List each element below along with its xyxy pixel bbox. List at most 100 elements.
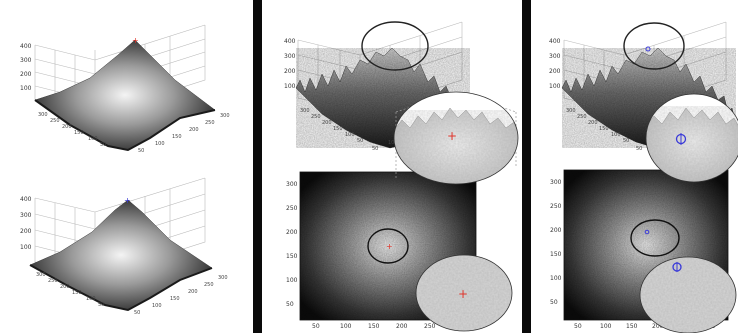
svg-text:200: 200 xyxy=(62,124,72,130)
svg-text:200: 200 xyxy=(286,229,298,236)
svg-text:50: 50 xyxy=(98,302,104,308)
svg-text:300: 300 xyxy=(36,272,46,278)
svg-text:200: 200 xyxy=(20,71,32,78)
svg-text:250: 250 xyxy=(204,282,214,288)
svg-text:50: 50 xyxy=(550,299,558,306)
svg-text:250: 250 xyxy=(50,118,60,124)
svg-text:250: 250 xyxy=(424,323,436,330)
z-axis-ticks: 400 300 200 100 xyxy=(20,196,32,251)
svg-text:150: 150 xyxy=(72,290,82,296)
svg-text:400: 400 xyxy=(20,196,32,203)
peak-marker-blue-circle xyxy=(644,229,650,235)
svg-text:250: 250 xyxy=(550,203,562,210)
divider-bar-right xyxy=(522,0,531,333)
svg-text:300: 300 xyxy=(220,113,230,119)
svg-text:50: 50 xyxy=(286,301,294,308)
peak-marker-red-plus: + xyxy=(447,129,457,143)
svg-text:50: 50 xyxy=(574,323,582,330)
surface-smooth xyxy=(34,39,216,151)
surface-plot-smooth-top: + 400 300 200 100 300 250 200 150 100 50… xyxy=(20,24,230,154)
svg-text:200: 200 xyxy=(652,323,664,330)
svg-text:100: 100 xyxy=(611,132,621,138)
svg-text:200: 200 xyxy=(189,127,199,133)
svg-text:100: 100 xyxy=(86,296,96,302)
z-axis-ticks: 400 300 200 100 xyxy=(549,38,561,90)
zoom-inset-3d-middle: + xyxy=(393,91,519,185)
svg-text:400: 400 xyxy=(284,38,296,45)
svg-text:50: 50 xyxy=(312,323,320,330)
svg-text:50: 50 xyxy=(357,138,363,144)
svg-text:100: 100 xyxy=(20,244,32,251)
svg-text:100: 100 xyxy=(600,323,612,330)
zoom-inset-3d-right xyxy=(645,93,738,183)
svg-text:200: 200 xyxy=(396,323,408,330)
svg-text:50: 50 xyxy=(138,148,144,154)
svg-text:400: 400 xyxy=(20,43,32,50)
svg-text:300: 300 xyxy=(286,181,298,188)
svg-text:100: 100 xyxy=(340,323,352,330)
svg-text:150: 150 xyxy=(286,253,298,260)
svg-text:100: 100 xyxy=(550,275,562,282)
svg-text:150: 150 xyxy=(170,296,180,302)
svg-text:300: 300 xyxy=(20,212,32,219)
svg-text:250: 250 xyxy=(205,120,215,126)
zoom-region-circle xyxy=(361,21,429,71)
z-axis-ticks: 400 300 200 100 xyxy=(20,43,32,92)
zoom-inset-surface xyxy=(646,94,738,182)
svg-text:100: 100 xyxy=(20,85,32,92)
svg-text:150: 150 xyxy=(368,323,380,330)
heatmap-frame xyxy=(299,171,477,321)
svg-text:50: 50 xyxy=(134,310,140,316)
zoom-inset-texture xyxy=(640,257,736,333)
svg-text:300: 300 xyxy=(218,275,228,281)
svg-text:100: 100 xyxy=(88,136,98,142)
y-axis-ticks: 50 100 150 200 250 300 xyxy=(138,113,230,154)
svg-text:300: 300 xyxy=(566,108,576,114)
svg-text:100: 100 xyxy=(549,83,561,90)
svg-text:300: 300 xyxy=(300,108,310,114)
svg-text:200: 200 xyxy=(550,227,562,234)
svg-text:100: 100 xyxy=(286,277,298,284)
peak-marker-blue-plus: + xyxy=(124,196,131,205)
y-axis-ticks: 300 250 200 150 100 50 xyxy=(286,181,298,308)
plot-box-grid xyxy=(34,177,206,278)
zoom-inset-surface xyxy=(394,92,518,184)
svg-text:300: 300 xyxy=(38,112,48,118)
svg-text:100: 100 xyxy=(345,132,355,138)
svg-text:50: 50 xyxy=(100,142,106,148)
svg-text:150: 150 xyxy=(626,323,638,330)
zoom-region-circle xyxy=(623,22,685,70)
heatmap-frame xyxy=(563,169,729,321)
zoom-inset-2d-middle: + xyxy=(415,254,513,332)
x-axis-ticks: 300 250 200 150 100 50 xyxy=(38,112,106,148)
x-axis-ticks: 300 250 200 150 100 50 xyxy=(566,108,629,144)
z-axis-ticks: 400 300 200 100 xyxy=(284,38,296,90)
svg-text:150: 150 xyxy=(599,126,609,132)
peak-marker-blue-circle xyxy=(645,46,651,52)
y-axis-ticks: 300 250 200 150 100 50 xyxy=(550,179,562,306)
zoom-region-circle xyxy=(367,228,409,264)
svg-text:100: 100 xyxy=(152,303,162,309)
svg-text:100: 100 xyxy=(284,83,296,90)
svg-text:150: 150 xyxy=(333,126,343,132)
x-axis-ticks: 300 250 200 150 100 50 xyxy=(36,272,104,308)
panel-left: + 400 300 200 100 300 250 200 150 100 50… xyxy=(20,24,230,316)
svg-text:300: 300 xyxy=(549,53,561,60)
svg-text:200: 200 xyxy=(588,120,598,126)
panel-middle: 400 300 200 100 300 250 200 150 100 50 5… xyxy=(284,21,519,332)
divider-bar-left xyxy=(253,0,262,333)
svg-text:300: 300 xyxy=(550,179,562,186)
zoom-inset-2d-right xyxy=(639,256,737,333)
svg-text:100: 100 xyxy=(155,141,165,147)
svg-text:200: 200 xyxy=(60,284,70,290)
svg-text:200: 200 xyxy=(20,228,32,235)
peak-marker-red-plus: + xyxy=(458,287,468,301)
svg-text:200: 200 xyxy=(322,120,332,126)
svg-text:150: 150 xyxy=(172,134,182,140)
svg-text:250: 250 xyxy=(311,114,321,120)
svg-text:200: 200 xyxy=(549,68,561,75)
svg-text:200: 200 xyxy=(188,289,198,295)
surface-edge-shadow xyxy=(29,264,213,312)
x-axis-ticks: 300 250 200 150 100 50 xyxy=(300,108,363,144)
